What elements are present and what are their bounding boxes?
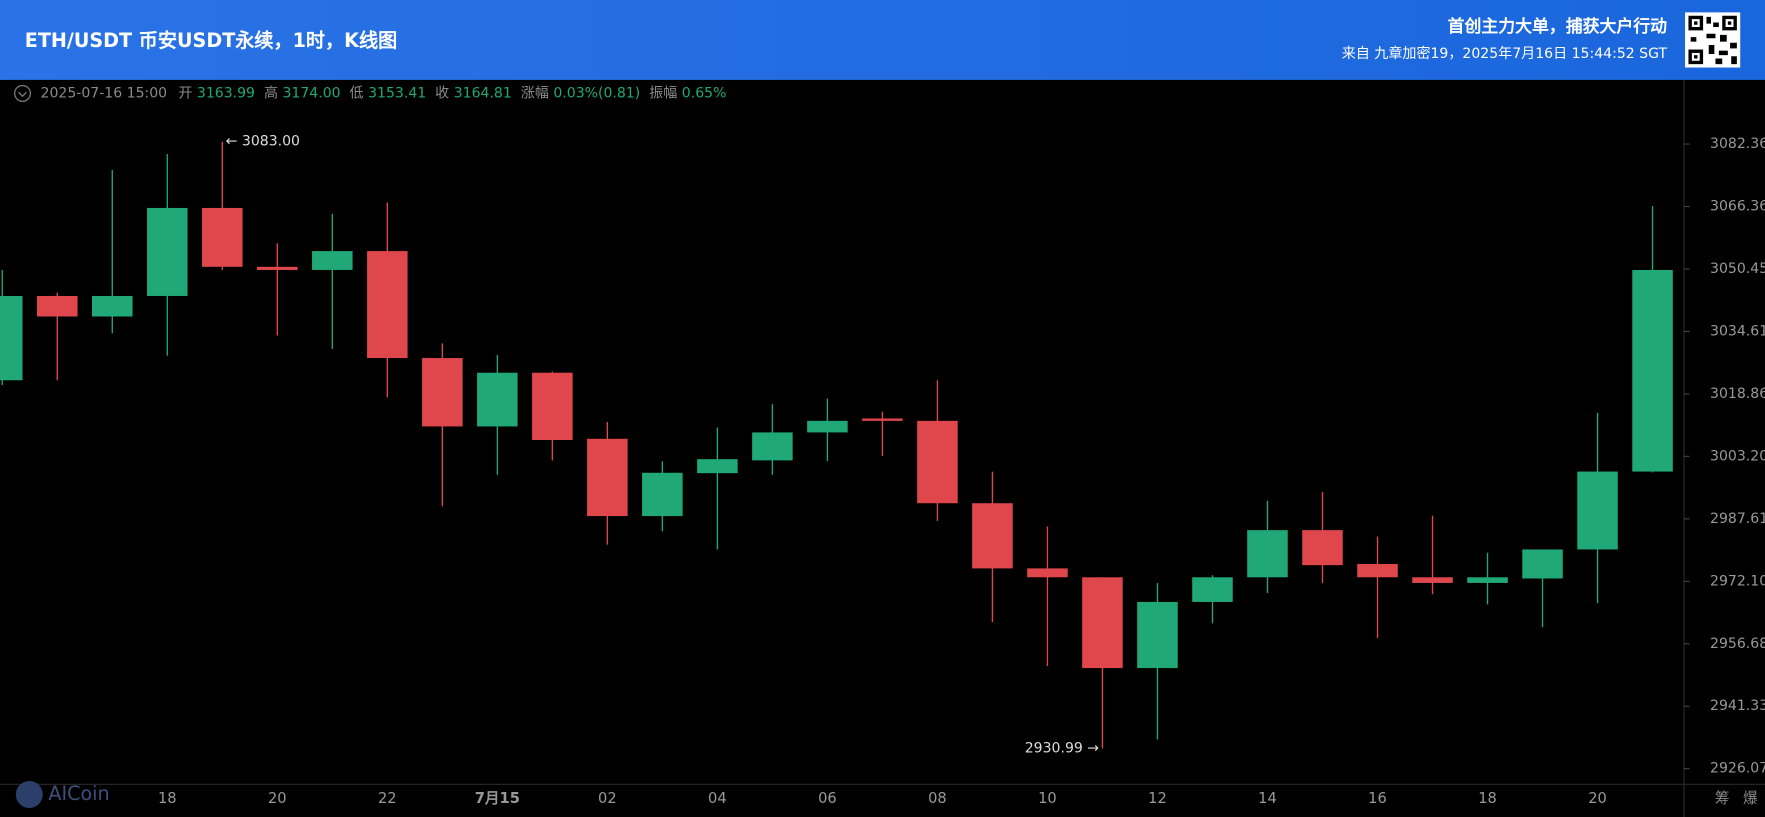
candle-body [1412,577,1453,583]
x-tick-label: 12 [1148,790,1167,807]
x-tick-label: 02 [598,790,617,807]
header-title: ETH/USDT 币安USDT永续，1时，K线图 [25,29,398,52]
x-tick-label: 20 [1588,790,1607,807]
header-source: 来自 九章加密19，2025年7月16日 15:44:52 SGT [1342,45,1668,62]
candle-body [642,472,683,517]
y-tick-label: 3034.61 [1710,323,1765,339]
candle-body [972,503,1013,569]
info-value: 3163.99 [197,85,255,101]
info-label: 低 [350,85,364,101]
y-tick-label: 3003.20 [1710,448,1765,464]
info-icon[interactable] [13,84,32,102]
x-tick-label: 7月15 [475,790,520,807]
candle-body [1577,471,1618,550]
max-annotation: ← 3083.00 [226,134,300,150]
info-row: 2025-07-16 15:00 开 3163.99 高 3174.00 低 3… [41,84,727,101]
info-value: 3153.41 [368,85,426,101]
side-button[interactable]: 筹 [1715,790,1730,807]
min-annotation: 2930.99 → [1025,741,1100,757]
y-tick-label: 2972.10 [1710,573,1765,589]
x-tick-label: 10 [1038,790,1057,807]
x-tick-label: 08 [928,790,947,807]
plot-area [0,141,1673,749]
candle-body [147,207,188,296]
x-tick-label: 18 [1478,790,1497,807]
x-tick-label: 18 [158,790,177,807]
candle-body [532,372,573,440]
y-tick-label: 3082.36 [1710,136,1765,152]
candle-body [367,251,408,359]
x-tick-label: 06 [818,790,837,807]
candle-body [477,372,518,427]
candle-body [36,295,78,317]
info-label: 高 [264,84,278,101]
candle-body [1082,577,1123,669]
x-tick-label: 04 [708,790,727,807]
side-button[interactable]: 爆 [1743,790,1758,807]
y-tick-label: 3066.36 [1710,199,1765,215]
candle-body [862,418,903,421]
x-tick-label: 20 [268,790,287,807]
candle-body [1247,530,1288,578]
y-tick-label: 2956.68 [1710,636,1765,652]
y-tick-label: 2941.33 [1710,698,1765,714]
x-tick-label: 14 [1258,790,1277,807]
info-date: 2025-07-16 15:00 [41,85,168,101]
candle-body [1467,577,1508,583]
candle-body [1522,549,1563,579]
header-bar [0,0,1765,80]
info-value: 3164.81 [454,85,512,101]
info-label: 振幅 [649,85,677,101]
candle-body [257,266,298,270]
candle-body [422,358,463,427]
x-tick-label: 22 [378,790,397,807]
candle-body [807,420,848,433]
candle-body [1027,568,1068,578]
info-label: 收 [435,85,449,101]
candle-body [1632,269,1673,472]
candle-body [1357,563,1398,578]
x-tick-label: 16 [1368,790,1387,807]
info-value: 3174.00 [282,85,340,101]
candle-body [92,295,133,317]
candle-body [202,207,243,267]
info-label: 涨幅 [521,85,549,101]
header-slogan: 首创主力大单，捕获大户行动 [1448,16,1668,36]
y-tick-label: 2987.61 [1710,511,1765,527]
info-icon-chevron [18,91,27,98]
candle-body [1302,530,1343,566]
candle-body [1137,601,1178,669]
watermark: AICoin [48,782,109,805]
info-value: 0.65% [682,85,727,101]
candle-body [917,420,958,504]
qr-code [1685,12,1741,68]
candle-body [752,432,793,461]
candle-body [697,459,738,474]
y-tick-label: 3050.45 [1710,261,1765,277]
candle-body [1192,577,1233,602]
y-tick-label: 3018.86 [1710,386,1765,402]
candle-body [587,438,628,517]
info-value: 0.03%(0.81) [553,85,640,101]
candle-body [312,251,353,270]
candle-body [0,295,23,381]
watermark-logo [15,780,43,808]
info-label: 开 [178,85,192,101]
y-tick-label: 2926.07 [1710,761,1765,777]
